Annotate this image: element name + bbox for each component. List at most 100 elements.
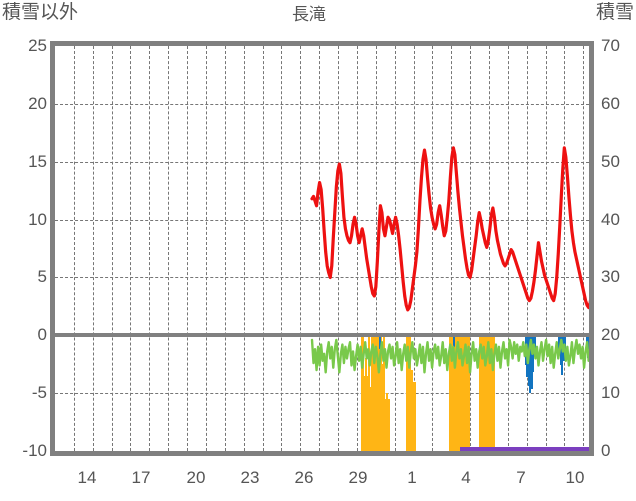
snow-depth-bar — [363, 375, 366, 451]
horizontal-gridline — [55, 103, 589, 105]
left-axis-tick-label: 0 — [37, 325, 47, 345]
right-axis-tick-label: 20 — [601, 325, 620, 345]
chart-title: 長滝 — [292, 5, 326, 24]
x-axis-tick-label: 1 — [407, 468, 417, 487]
vertical-gridline — [281, 46, 282, 451]
right-axis-tick-label: 10 — [601, 383, 620, 403]
x-axis-tick-label: 20 — [186, 468, 206, 487]
red-series-line — [310, 146, 589, 312]
right-axis-tick-label: 70 — [601, 36, 620, 55]
vertical-gridline — [583, 46, 584, 451]
snow-depth-bar — [492, 335, 495, 451]
x-axis-tick-label: 10 — [565, 468, 585, 487]
right-axis-tick-label: 30 — [601, 267, 620, 287]
left-axis-tick-label: 25 — [28, 36, 47, 55]
vertical-gridline — [564, 46, 565, 451]
snow-depth-bar — [450, 335, 453, 451]
snow-depth-bar — [465, 335, 468, 451]
x-axis-tick-label: 26 — [294, 468, 314, 487]
snow-depth-bar — [491, 335, 494, 451]
horizontal-gridline — [55, 277, 589, 279]
snow-depth-bar — [468, 335, 471, 451]
plot-inner — [55, 46, 589, 451]
vertical-gridline — [508, 46, 509, 451]
precipitation-bar — [561, 335, 564, 375]
snow-depth-bar — [381, 364, 384, 451]
vertical-gridline — [187, 46, 188, 451]
snow-depth-bar — [369, 387, 372, 451]
snow-depth-bar — [407, 335, 410, 451]
left-axis-tick-label: 10 — [28, 209, 47, 229]
snow-depth-bar — [384, 398, 387, 451]
snow-depth-bar — [464, 335, 466, 451]
snow-depth-bar — [362, 335, 364, 451]
right-axis-title: 積雪 — [595, 2, 634, 23]
right-axis-tick-label: 0 — [601, 441, 611, 460]
vertical-gridline — [319, 46, 320, 451]
vertical-gridline — [432, 46, 433, 451]
snow-depth-bar — [374, 335, 377, 451]
x-axis-tick-label: 7 — [516, 468, 526, 487]
snow-depth-bar — [383, 335, 386, 451]
precipitation-bar — [564, 335, 567, 350]
right-axis-tick-label: 50 — [601, 151, 620, 171]
snow-depth-bar — [365, 358, 367, 451]
snow-depth-bar — [456, 335, 459, 451]
snow-depth-bar — [448, 335, 451, 451]
snow-depth-bar — [467, 335, 469, 451]
snow-depth-bar — [386, 393, 389, 451]
precipitation-bar — [529, 335, 532, 394]
snow-depth-bar — [453, 335, 456, 451]
vertical-gridline — [93, 46, 94, 451]
horizontal-gridline — [55, 393, 589, 395]
snow-depth-bar — [380, 335, 383, 451]
vertical-gridline — [546, 46, 547, 451]
snow-depth-bar — [371, 335, 374, 451]
left-axis-tick-label: 15 — [28, 151, 47, 171]
vertical-gridline — [74, 46, 75, 451]
vertical-gridline — [149, 46, 150, 451]
snow-depth-bar — [451, 335, 454, 451]
snow-depth-bar — [489, 335, 492, 451]
left-axis-tick-label: -5 — [31, 383, 47, 403]
vertical-gridline — [338, 46, 339, 451]
horizontal-gridline — [55, 161, 589, 163]
x-axis-tick-label: 23 — [240, 468, 260, 487]
vertical-gridline — [470, 46, 471, 451]
precipitation-bar — [585, 335, 588, 347]
purple-baseline-series — [460, 447, 589, 451]
vertical-gridline — [206, 46, 207, 451]
snow-depth-bar — [480, 335, 483, 451]
vertical-gridline — [489, 46, 490, 451]
snow-depth-bar — [412, 381, 415, 451]
green-series-line — [310, 338, 589, 374]
snow-depth-bar — [388, 398, 390, 451]
zero-reference-line — [55, 333, 589, 338]
vertical-gridline — [414, 46, 415, 451]
precipitation-bar — [378, 335, 381, 350]
snow-depth-bar — [360, 335, 363, 451]
x-axis-tick-label: 17 — [131, 468, 151, 487]
snow-depth-bar — [413, 381, 416, 451]
snow-depth-bar — [488, 335, 491, 451]
snow-depth-bar — [479, 335, 481, 451]
vertical-gridline — [263, 46, 264, 451]
right-axis-tick-label: 40 — [601, 209, 620, 229]
vertical-gridline — [451, 46, 452, 451]
right-axis-tick-label: 60 — [601, 93, 620, 113]
vertical-gridline — [112, 46, 113, 451]
snow-depth-bar — [378, 335, 381, 451]
plot-area — [50, 41, 594, 456]
snow-depth-bar — [368, 335, 371, 451]
snow-depth-bar — [457, 335, 460, 451]
vertical-gridline — [225, 46, 226, 451]
snow-depth-bar — [483, 335, 486, 451]
snow-depth-bar — [409, 335, 412, 451]
vertical-gridline — [244, 46, 245, 451]
x-axis-tick-label: 4 — [461, 468, 471, 487]
left-axis-tick-label: 5 — [37, 267, 47, 287]
vertical-gridline — [395, 46, 396, 451]
x-axis-tick-label: 14 — [77, 468, 97, 487]
snow-depth-bar — [459, 335, 462, 451]
